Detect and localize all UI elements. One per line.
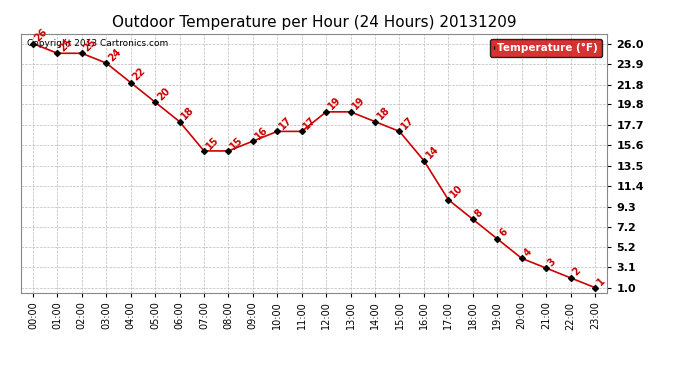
- Title: Outdoor Temperature per Hour (24 Hours) 20131209: Outdoor Temperature per Hour (24 Hours) …: [112, 15, 516, 30]
- Text: 4: 4: [522, 246, 533, 258]
- Text: 17: 17: [277, 115, 294, 131]
- Text: 6: 6: [497, 227, 509, 239]
- Text: 20: 20: [155, 86, 172, 102]
- Text: Copyright 2013 Cartronics.com: Copyright 2013 Cartronics.com: [26, 39, 168, 48]
- Text: 19: 19: [351, 95, 367, 112]
- Text: 10: 10: [448, 183, 465, 200]
- Text: 15: 15: [228, 134, 245, 151]
- Text: 22: 22: [130, 66, 147, 82]
- Text: 17: 17: [302, 115, 318, 131]
- Text: 16: 16: [253, 124, 270, 141]
- Legend: Temperature (°F): Temperature (°F): [490, 39, 602, 57]
- Text: 25: 25: [82, 37, 99, 53]
- Text: 24: 24: [106, 46, 123, 63]
- Text: 14: 14: [424, 144, 440, 160]
- Text: 18: 18: [179, 105, 196, 122]
- Text: 3: 3: [546, 256, 558, 268]
- Text: 19: 19: [326, 95, 343, 112]
- Text: 18: 18: [375, 105, 392, 122]
- Text: 8: 8: [473, 207, 485, 219]
- Text: 2: 2: [571, 266, 582, 278]
- Text: 17: 17: [400, 115, 416, 131]
- Text: 1: 1: [595, 276, 607, 288]
- Text: 25: 25: [57, 37, 74, 53]
- Text: 26: 26: [33, 27, 50, 44]
- Text: 15: 15: [204, 134, 221, 151]
